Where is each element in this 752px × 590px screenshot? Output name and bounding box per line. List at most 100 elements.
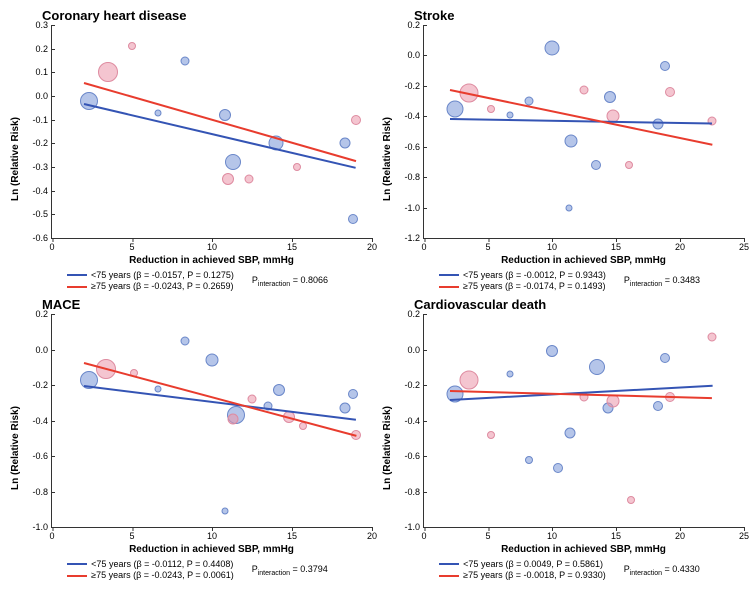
y-axis-label: Ln (Relative Risk) xyxy=(380,314,395,582)
point-under75 xyxy=(546,345,558,357)
p-interaction: Pinteraction = 0.4330 xyxy=(624,564,700,577)
y-axis-label: Ln (Relative Risk) xyxy=(8,314,23,582)
legend-line-icon xyxy=(439,563,459,565)
legend: <75 years (β = -0.0157, P = 0.1275)≥75 y… xyxy=(23,270,372,293)
point-under75 xyxy=(553,463,563,473)
point-under75 xyxy=(506,371,513,378)
x-tick: 5 xyxy=(485,531,490,541)
x-tick: 0 xyxy=(49,531,54,541)
point-under75 xyxy=(339,138,350,149)
plot-area: -1.0-0.8-0.6-0.4-0.20.00.205101520 xyxy=(51,314,372,528)
point-under75 xyxy=(348,214,358,224)
y-tick: 0.0 xyxy=(22,345,48,355)
y-tick: 0.1 xyxy=(22,67,48,77)
x-tick: 20 xyxy=(367,242,377,252)
point-under75 xyxy=(225,154,241,170)
y-tick: 0.3 xyxy=(22,20,48,30)
y-tick: -1.0 xyxy=(394,203,420,213)
y-tick: -0.2 xyxy=(22,380,48,390)
plot-area: -1.2-1.0-0.8-0.6-0.4-0.20.00.20510152025 xyxy=(423,25,744,239)
point-over75 xyxy=(293,163,301,171)
legend-line-icon xyxy=(67,563,87,565)
y-tick: -0.4 xyxy=(394,416,420,426)
x-tick: 0 xyxy=(421,531,426,541)
p-interaction: Pinteraction = 0.3483 xyxy=(624,275,700,288)
point-over75 xyxy=(487,105,495,113)
point-over75 xyxy=(459,370,478,389)
x-tick: 5 xyxy=(129,242,134,252)
y-tick: -0.1 xyxy=(22,115,48,125)
x-tick: 15 xyxy=(611,531,621,541)
y-axis-label: Ln (Relative Risk) xyxy=(380,25,395,293)
panel: MACELn (Relative Risk)-1.0-0.8-0.6-0.4-0… xyxy=(8,297,372,582)
legend-line-icon xyxy=(67,575,87,577)
point-over75 xyxy=(227,413,238,424)
point-under75 xyxy=(564,427,575,438)
point-under75 xyxy=(506,111,513,118)
y-tick: 0.2 xyxy=(22,44,48,54)
legend: <75 years (β = -0.0012, P = 0.9343)≥75 y… xyxy=(395,270,744,293)
y-tick: -1.2 xyxy=(394,233,420,243)
legend: <75 years (β = 0.0049, P = 0.5861)≥75 ye… xyxy=(395,559,744,582)
point-under75 xyxy=(221,508,228,515)
point-over75 xyxy=(222,173,234,185)
panel-title: Cardiovascular death xyxy=(414,297,744,312)
point-over75 xyxy=(487,431,495,439)
regression-over75 xyxy=(84,362,357,437)
legend-under75: <75 years (β = -0.0112, P = 0.4408) xyxy=(67,559,234,571)
p-interaction: Pinteraction = 0.8066 xyxy=(252,275,328,288)
legend-line-icon xyxy=(439,286,459,288)
legend-line-icon xyxy=(439,575,459,577)
point-under75 xyxy=(180,336,189,345)
x-tick: 10 xyxy=(207,531,217,541)
legend-line-icon xyxy=(67,286,87,288)
y-tick: -0.4 xyxy=(22,186,48,196)
point-under75 xyxy=(653,401,663,411)
x-axis-label: Reduction in achieved SBP, mmHg xyxy=(51,544,372,555)
y-tick: -0.8 xyxy=(394,487,420,497)
legend-over75: ≥75 years (β = -0.0174, P = 0.1493) xyxy=(439,281,606,293)
panel: Cardiovascular death Ln (Relative Risk) -1… xyxy=(380,297,744,582)
legend-label: <75 years (β = -0.0012, P = 0.9343) xyxy=(463,270,606,282)
x-axis-label: Reduction in achieved SBP, mmHg xyxy=(51,255,372,266)
y-tick: -0.4 xyxy=(394,111,420,121)
point-under75 xyxy=(154,385,161,392)
y-tick: -0.6 xyxy=(22,451,48,461)
point-over75 xyxy=(627,496,635,504)
x-tick: 20 xyxy=(675,242,685,252)
x-tick: 0 xyxy=(421,242,426,252)
x-tick: 5 xyxy=(129,531,134,541)
x-axis-label: Reduction in achieved SBP, mmHg xyxy=(423,255,744,266)
plot-area: -1.0-0.8-0.6-0.4-0.20.00.20510152025 xyxy=(423,314,744,528)
y-tick: -0.5 xyxy=(22,209,48,219)
regression-over75 xyxy=(449,89,712,146)
point-over75 xyxy=(128,42,136,50)
y-tick: -0.4 xyxy=(22,416,48,426)
x-axis-label: Reduction in achieved SBP, mmHg xyxy=(423,544,744,555)
y-tick: 0.0 xyxy=(22,91,48,101)
point-over75 xyxy=(244,174,253,183)
point-under75 xyxy=(565,204,572,211)
point-under75 xyxy=(446,100,463,117)
y-tick: -0.6 xyxy=(394,451,420,461)
point-under75 xyxy=(545,40,560,55)
panel-title: Stroke xyxy=(414,8,744,23)
x-tick: 10 xyxy=(207,242,217,252)
y-axis-label: Ln (Relative Risk) xyxy=(8,25,23,293)
x-tick: 10 xyxy=(547,242,557,252)
point-under75 xyxy=(180,56,189,65)
panel: Stroke Ln (Relative Risk) -1.2-1.0-0.8-0.6… xyxy=(380,8,744,293)
point-over75 xyxy=(665,87,675,97)
panel-title: Coronary heart disease xyxy=(42,8,372,23)
y-tick: 0.2 xyxy=(22,309,48,319)
point-under75 xyxy=(589,359,605,375)
plot-area: -0.6-0.5-0.4-0.3-0.2-0.10.00.10.20.30510… xyxy=(51,25,372,239)
panel: Coronary heart disease Ln (Relative Risk)… xyxy=(8,8,372,293)
x-tick: 10 xyxy=(547,531,557,541)
regression-over75 xyxy=(84,82,357,162)
x-tick: 15 xyxy=(611,242,621,252)
legend: <75 years (β = -0.0112, P = 0.4408)≥75 y… xyxy=(23,559,372,582)
point-over75 xyxy=(580,86,589,95)
point-over75 xyxy=(98,62,118,82)
y-tick: 0.2 xyxy=(394,309,420,319)
